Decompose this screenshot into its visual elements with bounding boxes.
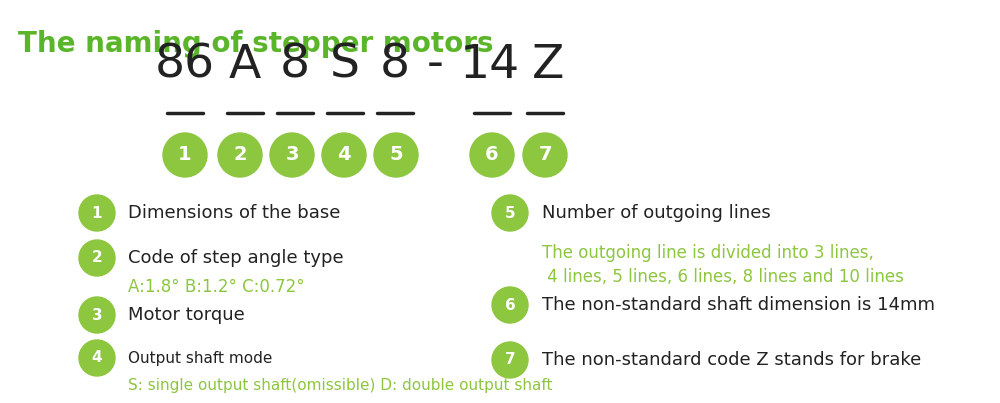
Circle shape xyxy=(523,133,567,177)
Circle shape xyxy=(322,133,366,177)
Text: 5: 5 xyxy=(505,206,515,220)
Circle shape xyxy=(470,133,514,177)
Circle shape xyxy=(79,340,115,376)
Text: 3: 3 xyxy=(92,307,102,322)
Text: S: single output shaft(omissible) D: double output shaft: S: single output shaft(omissible) D: dou… xyxy=(128,378,552,393)
Circle shape xyxy=(270,133,314,177)
Text: The non-standard code Z stands for brake: The non-standard code Z stands for brake xyxy=(542,351,921,369)
Text: 7: 7 xyxy=(505,353,515,368)
Circle shape xyxy=(163,133,207,177)
Text: The non-standard shaft dimension is 14mm: The non-standard shaft dimension is 14mm xyxy=(542,296,935,314)
Text: Number of outgoing lines: Number of outgoing lines xyxy=(542,204,771,222)
Circle shape xyxy=(492,287,528,323)
Text: 7: 7 xyxy=(538,145,552,164)
Circle shape xyxy=(374,133,418,177)
Circle shape xyxy=(218,133,262,177)
Text: The outgoing line is divided into 3 lines,
 4 lines, 5 lines, 6 lines, 8 lines a: The outgoing line is divided into 3 line… xyxy=(542,244,904,286)
Circle shape xyxy=(492,342,528,378)
Text: Dimensions of the base: Dimensions of the base xyxy=(128,204,340,222)
Text: 6: 6 xyxy=(485,145,499,164)
Text: 4: 4 xyxy=(337,145,351,164)
Text: A:1.8° B:1.2° C:0.72°: A:1.8° B:1.2° C:0.72° xyxy=(128,278,305,296)
Text: 86: 86 xyxy=(155,42,215,87)
Text: 8: 8 xyxy=(280,42,310,87)
Circle shape xyxy=(79,240,115,276)
Text: Code of step angle type: Code of step angle type xyxy=(128,249,344,267)
Text: 14: 14 xyxy=(460,42,520,87)
Text: S: S xyxy=(330,42,360,87)
Text: 8: 8 xyxy=(380,42,410,87)
Text: 1: 1 xyxy=(178,145,192,164)
Text: A: A xyxy=(229,42,261,87)
Text: -: - xyxy=(427,42,443,87)
Text: Output shaft mode: Output shaft mode xyxy=(128,351,272,366)
Circle shape xyxy=(492,195,528,231)
Text: 3: 3 xyxy=(285,145,299,164)
Text: 2: 2 xyxy=(92,251,102,266)
Text: Motor torque: Motor torque xyxy=(128,306,245,324)
Text: 6: 6 xyxy=(505,297,515,312)
Text: Z: Z xyxy=(532,42,564,87)
Text: 4: 4 xyxy=(92,351,102,366)
Circle shape xyxy=(79,195,115,231)
Text: 1: 1 xyxy=(92,206,102,220)
Text: 5: 5 xyxy=(389,145,403,164)
Text: 2: 2 xyxy=(233,145,247,164)
Circle shape xyxy=(79,297,115,333)
Text: The naming of stepper motors: The naming of stepper motors xyxy=(18,30,494,58)
